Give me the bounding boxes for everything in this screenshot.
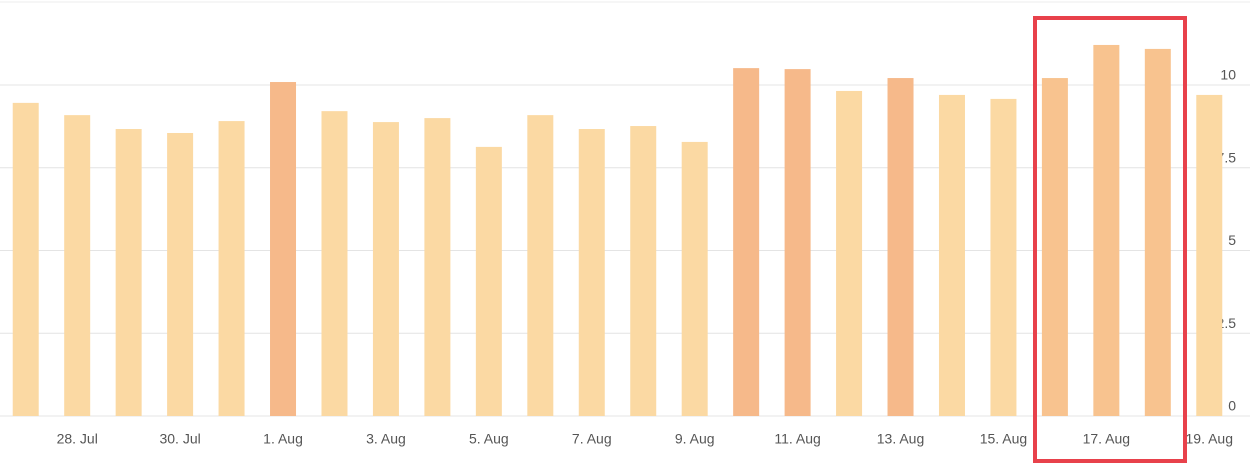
bar xyxy=(1041,78,1068,416)
bar xyxy=(578,129,605,416)
bar xyxy=(527,115,554,416)
bar xyxy=(115,129,142,416)
bar xyxy=(836,90,863,416)
x-tick-label: 17. Aug xyxy=(1083,431,1131,447)
x-tick-label: 15. Aug xyxy=(980,431,1028,447)
x-tick-label: 19. Aug xyxy=(1186,431,1234,447)
bar xyxy=(218,121,245,416)
x-tick-label: 11. Aug xyxy=(774,431,820,447)
x-tick-label: 30. Jul xyxy=(159,431,200,447)
x-tick-label: 3. Aug xyxy=(366,431,406,447)
highlight-box xyxy=(1033,16,1187,463)
bar xyxy=(321,111,348,417)
x-tick-label: 13. Aug xyxy=(877,431,925,447)
x-tick-label: 7. Aug xyxy=(572,431,612,447)
bar xyxy=(681,141,708,416)
bar xyxy=(784,69,811,416)
bar xyxy=(475,146,502,416)
x-tick-label: 28. Jul xyxy=(57,431,98,447)
y-tick-label: 5 xyxy=(1228,232,1236,248)
bar xyxy=(990,98,1017,416)
bar xyxy=(372,122,399,417)
bar xyxy=(167,132,194,416)
x-tick-label: 9. Aug xyxy=(675,431,715,447)
bar xyxy=(1196,94,1223,417)
bar xyxy=(270,82,297,417)
x-tick-label: 1. Aug xyxy=(263,431,303,447)
bar xyxy=(630,126,657,416)
bar xyxy=(1144,48,1171,417)
bar xyxy=(733,68,760,416)
bar xyxy=(1093,44,1120,416)
bar xyxy=(424,118,451,416)
bar xyxy=(12,102,39,417)
bar xyxy=(887,78,914,416)
bar xyxy=(64,115,91,416)
x-tick-label: 5. Aug xyxy=(469,431,509,447)
y-tick-label: 0 xyxy=(1228,398,1236,414)
y-tick-label: 10 xyxy=(1220,67,1236,83)
bar xyxy=(938,94,965,417)
